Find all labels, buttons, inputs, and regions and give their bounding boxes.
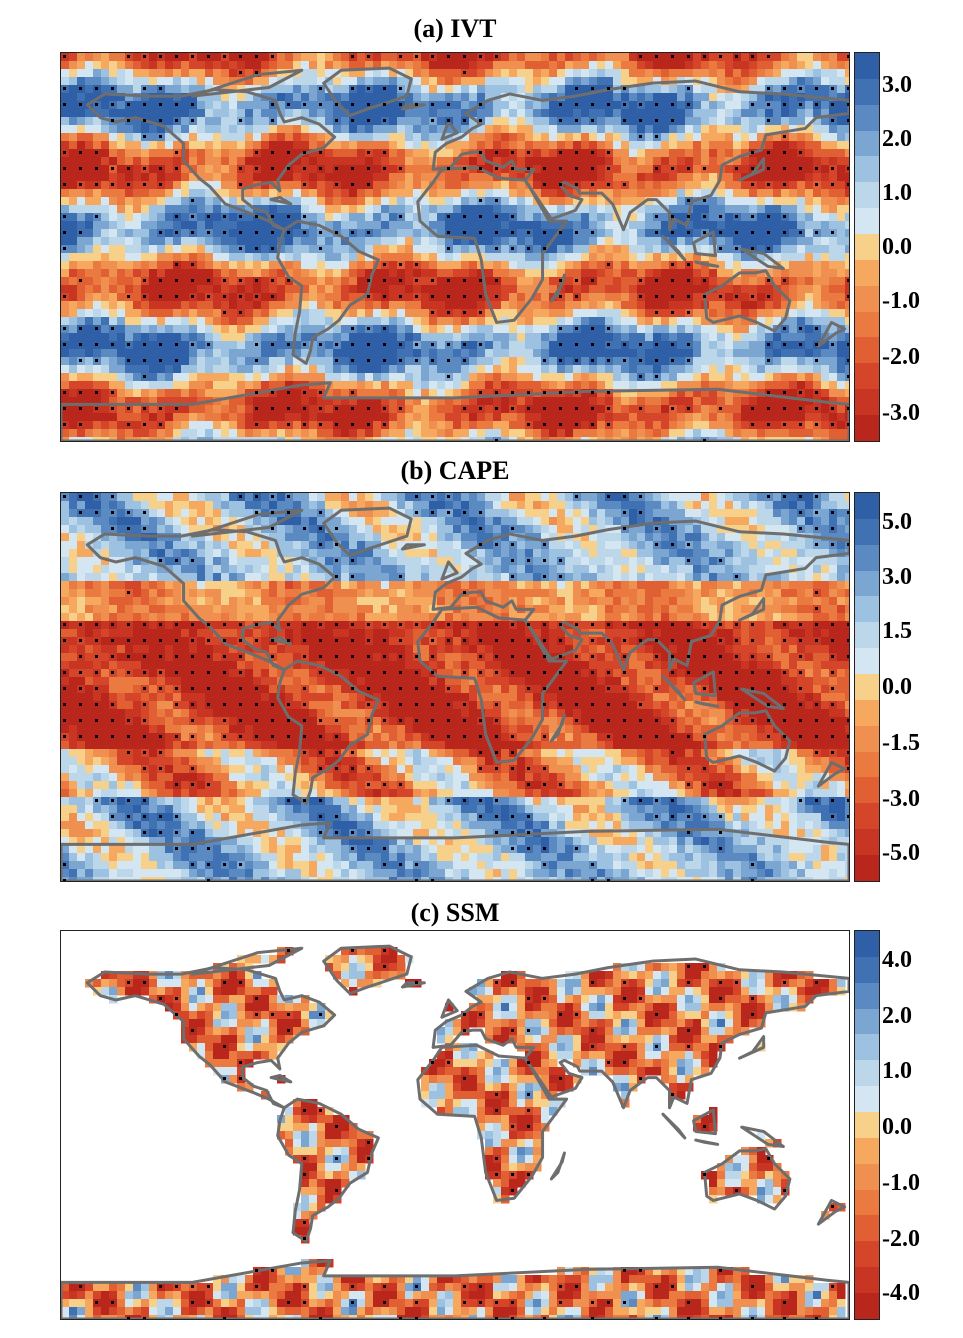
colorbar-segment <box>855 982 879 1009</box>
colorbar-segment <box>855 956 879 983</box>
colorbar-segment <box>855 363 879 390</box>
panel-title-ivt: (a) IVT <box>413 14 497 43</box>
colorbar-tick: 0.0 <box>882 674 912 700</box>
map-ssm <box>60 930 850 1320</box>
colorbar-ivt <box>854 52 880 442</box>
colorbar-segment <box>855 234 879 260</box>
colorbar-segment <box>855 596 879 623</box>
colorbar-cape <box>854 492 880 882</box>
colorbar-tick: -1.0 <box>882 1170 920 1196</box>
map-cape <box>60 492 850 882</box>
colorbar-segment <box>855 311 879 338</box>
colorbar-tick: -2.0 <box>882 1226 920 1252</box>
colorbar-segment <box>855 1008 879 1035</box>
colorbar-tick: 1.0 <box>882 1058 912 1084</box>
colorbar-segment <box>855 648 879 675</box>
colorbar-segment <box>855 855 879 881</box>
panel-title-ssm: (c) SSM <box>410 898 500 927</box>
colorbar-segment <box>855 1267 879 1294</box>
colorbar-tick: -1.5 <box>882 730 920 756</box>
coastlines <box>61 944 849 1319</box>
colorbar-tick: -3.0 <box>882 400 920 426</box>
anomaly-field <box>61 53 849 441</box>
colorbar-tick: 4.0 <box>882 947 912 973</box>
colorbar-segment <box>855 518 879 545</box>
colorbar-segment <box>855 1137 879 1164</box>
panel-title-cape: (b) CAPE <box>400 456 510 485</box>
colorbar-tick: -3.0 <box>882 786 920 812</box>
colorbar-segment <box>855 259 879 286</box>
colorbar-tick: 3.0 <box>882 72 912 98</box>
colorbar-segment <box>855 674 879 700</box>
colorbar-segment <box>855 285 879 312</box>
colorbar-tick: 2.0 <box>882 1003 912 1029</box>
colorbar-segment <box>855 725 879 752</box>
colorbar-segment <box>855 931 879 957</box>
colorbar-segment <box>855 1086 879 1113</box>
colorbar-segment <box>855 389 879 416</box>
colorbar-tick: -2.0 <box>882 344 920 370</box>
colorbar-segment <box>855 493 879 519</box>
colorbar-segment <box>855 1241 879 1268</box>
colorbar-tick: 1.5 <box>882 618 912 644</box>
coastlines <box>61 506 849 881</box>
colorbar-tick: -5.0 <box>882 840 920 866</box>
colorbar-segment <box>855 751 879 778</box>
colorbar-segment <box>855 1163 879 1190</box>
colorbar-tick: 0.0 <box>882 1114 912 1140</box>
colorbar-segment <box>855 1034 879 1061</box>
map-field <box>61 944 849 1319</box>
colorbar-tick: 0.0 <box>882 234 912 260</box>
anomaly-field <box>61 493 849 881</box>
colorbar-segment <box>855 1112 879 1138</box>
colorbar-tick: 2.0 <box>882 126 912 152</box>
colorbar-tick: 5.0 <box>882 509 912 535</box>
colorbar-segment <box>855 1060 879 1087</box>
significance-stippling <box>79 949 834 1319</box>
coastlines <box>61 66 849 441</box>
colorbar-segment <box>855 78 879 105</box>
map-ivt <box>60 52 850 442</box>
colorbar-segment <box>855 1189 879 1216</box>
colorbar-segment <box>855 829 879 856</box>
colorbar-segment <box>855 208 879 235</box>
colorbar-segment <box>855 415 879 441</box>
significance-stippling <box>63 55 849 441</box>
colorbar-ssm <box>854 930 880 1320</box>
colorbar-segment <box>855 130 879 157</box>
map-field <box>61 53 849 441</box>
anomaly-field <box>61 947 846 1319</box>
colorbar-segment <box>855 699 879 726</box>
colorbar-segment <box>855 182 879 209</box>
colorbar-segment <box>855 53 879 79</box>
colorbar-segment <box>855 1215 879 1242</box>
colorbar-segment <box>855 104 879 131</box>
colorbar-tick: 1.0 <box>882 180 912 206</box>
colorbar-segment <box>855 156 879 183</box>
colorbar-segment <box>855 544 879 571</box>
significance-stippling <box>63 495 849 881</box>
colorbar-segment <box>855 777 879 804</box>
colorbar-segment <box>855 803 879 830</box>
colorbar-tick: -4.0 <box>882 1280 920 1306</box>
colorbar-segment <box>855 570 879 597</box>
colorbar-segment <box>855 337 879 364</box>
map-field <box>61 493 849 881</box>
colorbar-segment <box>855 1293 879 1319</box>
colorbar-segment <box>855 622 879 649</box>
colorbar-tick: -1.0 <box>882 288 920 314</box>
colorbar-tick: 3.0 <box>882 564 912 590</box>
